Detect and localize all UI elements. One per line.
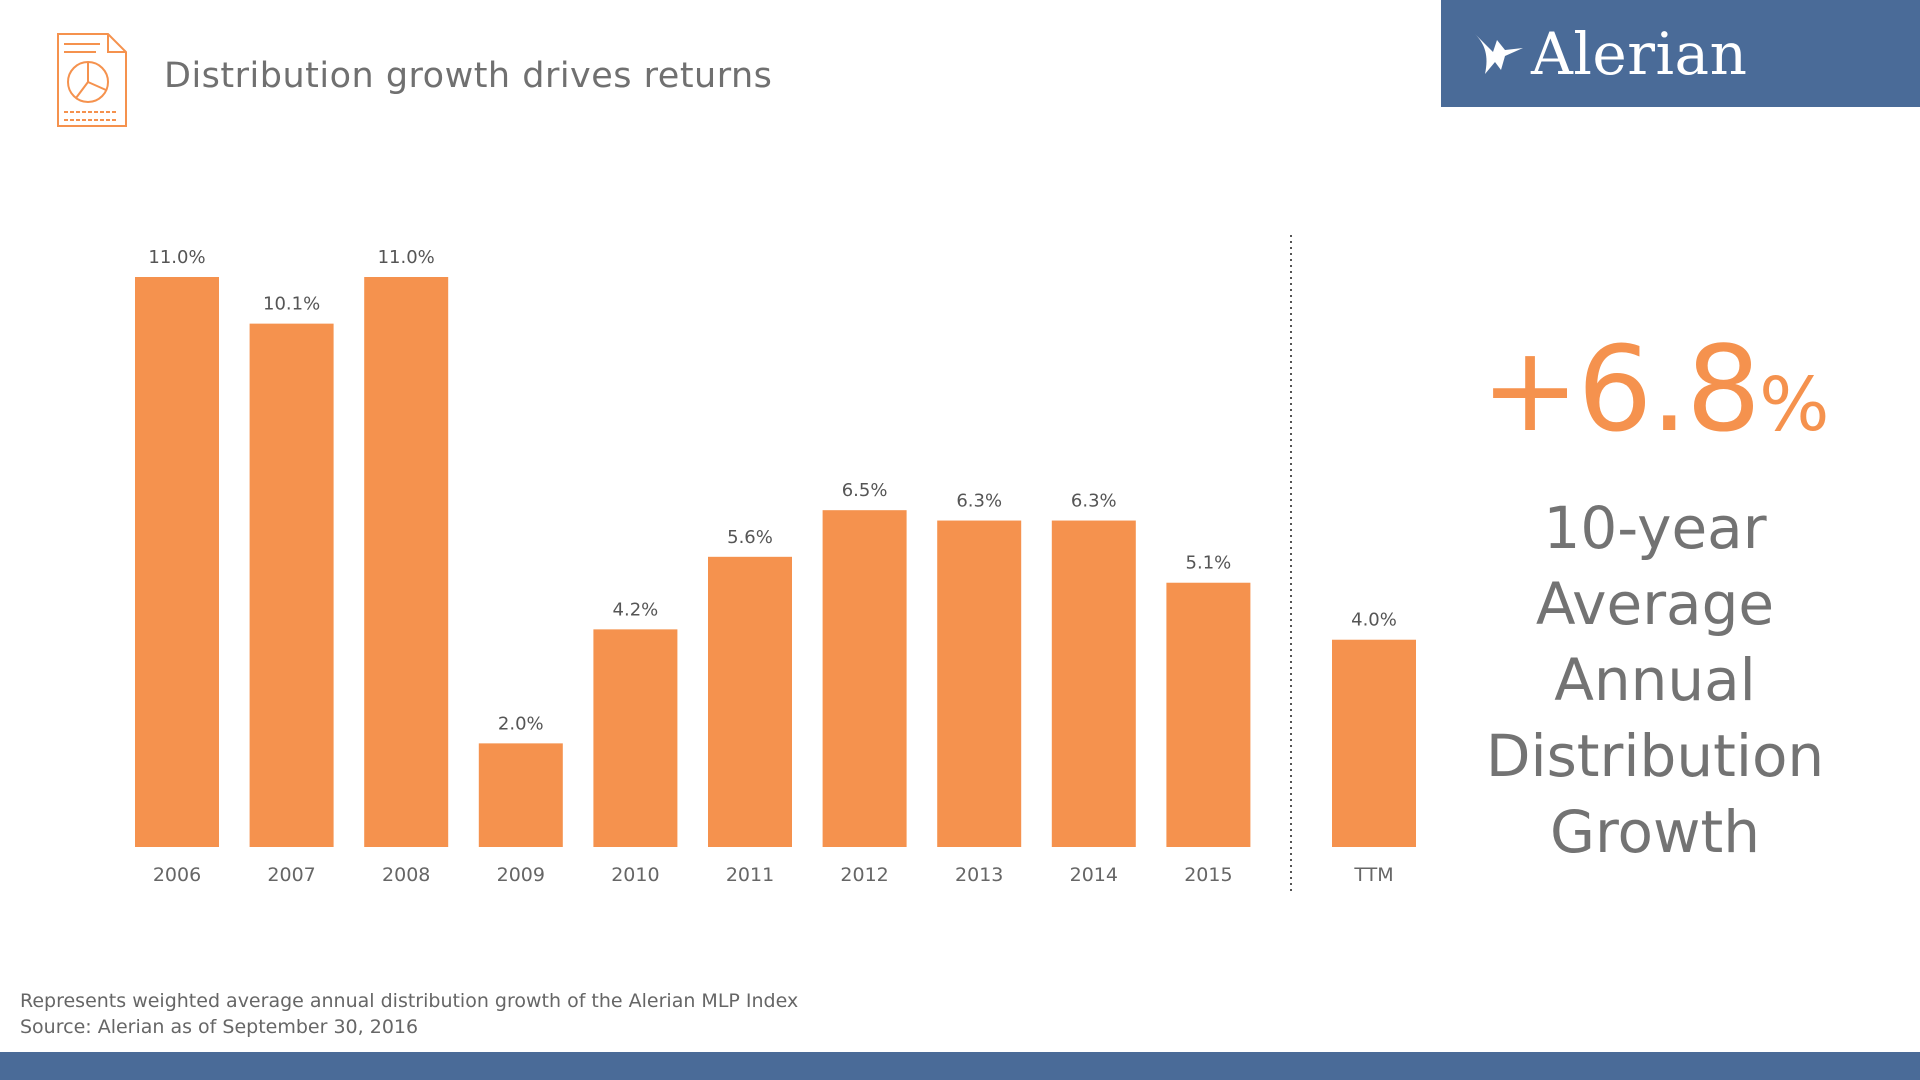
bar-ttm	[1332, 639, 1416, 847]
footnote-description: Represents weighted average annual distr…	[20, 990, 799, 1012]
value-label-2008: 11.0%	[378, 247, 435, 268]
bar-2007	[249, 323, 334, 847]
tick-label-2010: 2010	[611, 864, 659, 886]
tick-label-2014: 2014	[1070, 864, 1118, 886]
bar-2008	[364, 277, 449, 847]
page-title: Distribution growth drives returns	[164, 56, 773, 96]
bar-2015	[1166, 582, 1251, 847]
bar-2006	[135, 277, 219, 847]
value-label-2010: 4.2%	[613, 599, 659, 620]
bottom-bar	[0, 1052, 1920, 1080]
tick-label-2012: 2012	[840, 864, 888, 886]
value-label-2015: 5.1%	[1186, 553, 1232, 574]
tick-label-2008: 2008	[382, 864, 430, 886]
tick-label-2009: 2009	[497, 864, 545, 886]
tick-label-ttm: TTM	[1353, 864, 1393, 886]
tick-label-2011: 2011	[726, 864, 774, 886]
bar-2010	[593, 629, 678, 847]
stat-unit: %	[1759, 362, 1830, 448]
bar-2013	[937, 520, 1022, 847]
footnote: Represents weighted average annual distr…	[20, 988, 798, 1040]
value-label-2009: 2.0%	[498, 713, 544, 734]
bar-2014	[1051, 520, 1136, 847]
tick-label-2007: 2007	[267, 864, 315, 886]
bar-2009	[478, 743, 563, 847]
alerian-bird-logo-icon	[1475, 33, 1523, 74]
bar-2011	[708, 556, 792, 847]
document-pie-chart-icon	[57, 33, 127, 127]
tick-label-2006: 2006	[153, 864, 201, 886]
value-label-2007: 10.1%	[263, 294, 320, 315]
stat-value: +6.8	[1480, 320, 1762, 458]
tick-label-2013: 2013	[955, 864, 1003, 886]
value-label-ttm: 4.0%	[1351, 610, 1397, 631]
footnote-source: Source: Alerian as of September 30, 2016	[20, 1016, 419, 1038]
stat-label: 10-year Average Annual Distribution Grow…	[1485, 494, 1825, 866]
value-label-2014: 6.3%	[1071, 491, 1117, 512]
alerian-logo: Alerian	[1441, 0, 1920, 107]
value-label-2006: 11.0%	[148, 247, 205, 268]
value-label-2013: 6.3%	[956, 491, 1002, 512]
value-label-2012: 6.5%	[842, 480, 888, 501]
bar-2012	[822, 510, 907, 847]
value-label-2011: 5.6%	[727, 527, 773, 548]
average-growth-stat: +6.8%	[1480, 320, 1830, 458]
tick-label-2015: 2015	[1184, 864, 1232, 886]
logo-text: Alerian	[1531, 19, 1748, 88]
